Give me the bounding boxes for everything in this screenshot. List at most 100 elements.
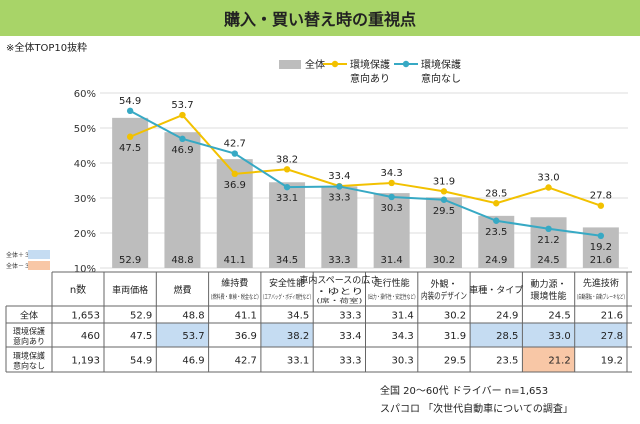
legend-eco-no-label: 環境保護: [421, 58, 461, 71]
table-header-label: 内装のデザイン: [421, 290, 467, 302]
eco-yes-label: 28.5: [485, 188, 507, 199]
table-cell: 52.9: [130, 311, 152, 322]
eco-no-label: 30.3: [381, 203, 403, 214]
table-cell: 19.2: [601, 356, 623, 367]
bar: [373, 193, 410, 268]
bar-label: 34.5: [276, 255, 298, 266]
table-header-label: 車種・タイプ: [469, 284, 523, 296]
bar: [269, 182, 306, 268]
table-cell: 33.3: [339, 311, 361, 322]
table-cell: 42.7: [235, 356, 257, 367]
eco-no-label: 42.7: [224, 139, 246, 150]
table-cell: 33.4: [339, 331, 361, 342]
y-tick-label: 40%: [74, 159, 96, 170]
eco-no-point: [545, 225, 552, 232]
eco-yes-point: [440, 188, 448, 195]
eco-no-point: [597, 232, 605, 239]
bar-label: 48.8: [171, 255, 193, 266]
bar: [478, 215, 515, 268]
table-cell: 48.8: [182, 311, 204, 322]
table-header-label: 車内スペースの広さ: [299, 274, 379, 286]
table-cell: 31.4: [392, 311, 414, 322]
table-cell: 23.5: [496, 356, 518, 367]
table-cell: 38.2: [287, 331, 309, 342]
table-cell: 28.5: [496, 331, 518, 342]
eco-no-label: 54.9: [119, 96, 141, 107]
bar-label: 24.9: [485, 255, 507, 266]
bar-label: 41.1: [224, 255, 246, 266]
y-tick-label: 30%: [74, 194, 96, 205]
table-cell: 33.0: [548, 331, 570, 342]
eco-no-point: [336, 183, 343, 190]
eco-no-label: 19.2: [590, 242, 612, 253]
table-cell: 36.9: [235, 331, 257, 342]
eco-no-label: 46.9: [171, 145, 193, 156]
table-cell: 46.9: [182, 356, 204, 367]
eco-yes-label: 27.8: [590, 191, 612, 202]
table-header-n: n数: [70, 283, 86, 296]
table-header-sub: (エアバッグ・ボディ剛性など): [263, 293, 311, 301]
footer-line2: スパコロ 「次世代自動車についての調査」: [380, 404, 573, 415]
table-cell: 33.1: [287, 356, 309, 367]
eco-no-point: [283, 183, 291, 191]
eco-yes-label: 38.2: [276, 154, 298, 165]
side-legend-plus-label: 全体＋３: [6, 251, 30, 259]
eco-yes-label: 36.9: [224, 180, 246, 191]
table-header-sub: (出力・操作性・安定性など): [368, 293, 416, 301]
eco-no-point: [440, 196, 448, 203]
table-cell-n: 1,653: [71, 311, 100, 322]
legend-eco-yes-label: 環境保護: [350, 58, 390, 71]
eco-yes-label: 34.3: [381, 168, 403, 179]
bar: [164, 132, 201, 268]
table-header-label: 先進技術: [583, 277, 619, 289]
table-header-label: 環境性能: [531, 290, 567, 302]
table-header-label: 車両価格: [112, 284, 148, 296]
table-cell: 34.3: [392, 331, 414, 342]
table-cell-n: 1,193: [71, 356, 100, 367]
eco-no-label: 33.3: [328, 192, 350, 203]
eco-yes-point: [545, 184, 552, 191]
table-header-label: 安全性能: [269, 277, 305, 289]
table-header-label: 燃費: [173, 284, 191, 296]
table-cell: 54.9: [130, 356, 152, 367]
legend-eco-yes-label2: 意向あり: [350, 72, 390, 85]
legend-eco-no-label2: 意向なし: [421, 72, 461, 85]
y-tick-label: 50%: [74, 124, 96, 135]
eco-yes-line: [129, 113, 602, 207]
chart: 10% 20% 30% 40% 50% 60% 52.9 48.8 41.1 34.5 33.3 31…: [5, 58, 632, 373]
legend-all-label: 全体: [305, 58, 325, 71]
table-row-label: 全体: [20, 310, 38, 322]
eco-yes-label: 31.9: [433, 176, 455, 187]
table-cell: 27.8: [601, 331, 623, 342]
table-cell: 24.9: [496, 311, 518, 322]
eco-no-point: [126, 107, 134, 115]
side-legend-minus-label: 全体－３: [6, 262, 30, 270]
eco-yes-label: 53.7: [171, 100, 193, 111]
table-header-sub: (自動運転・自動ブレーキなど): [577, 293, 625, 301]
eco-yes-label: 33.0: [537, 173, 559, 184]
bar: [112, 117, 149, 268]
table-cell: 41.1: [235, 311, 257, 322]
highlight-cell: [574, 323, 627, 347]
eco-yes-point: [126, 133, 134, 140]
eco-yes-point: [283, 166, 291, 173]
table-header-label: 外観・: [430, 278, 457, 290]
table-cell: 47.5: [130, 331, 152, 342]
legend-all-swatch: [279, 60, 301, 69]
table-cell: 34.5: [287, 311, 309, 322]
eco-yes-point: [597, 202, 605, 209]
table-cell: 21.6: [601, 311, 623, 322]
eco-no-point: [388, 193, 395, 201]
table-row-label: 意向あり: [13, 336, 45, 346]
highlight-cell: [156, 323, 209, 347]
bar: [216, 159, 253, 268]
eco-yes-point: [179, 111, 186, 119]
eco-no-point: [231, 150, 238, 157]
eco-no-label: 23.5: [485, 227, 507, 238]
eco-yes-point: [231, 170, 238, 178]
bar-label: 31.4: [381, 255, 403, 266]
eco-yes-point: [493, 200, 500, 207]
table-header-label: ・ゆとり: [315, 287, 363, 296]
table-cell: 31.9: [444, 331, 466, 342]
table-cell: 21.2: [548, 356, 570, 367]
